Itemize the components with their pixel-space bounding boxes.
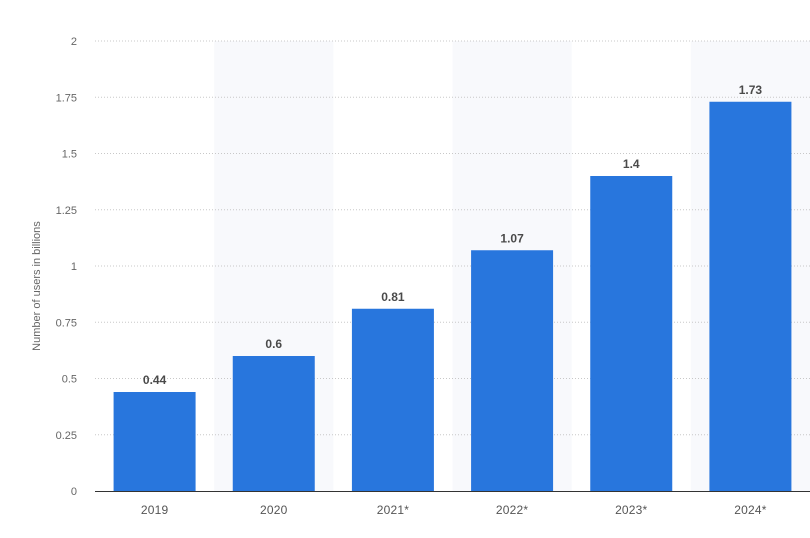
data-label: 1.07 bbox=[500, 231, 524, 245]
y-tick-label: 0.5 bbox=[62, 374, 77, 386]
data-label: 1.4 bbox=[623, 157, 640, 171]
bar bbox=[232, 356, 315, 491]
data-label: 0.81 bbox=[381, 290, 405, 304]
x-tick-label: 2019 bbox=[141, 503, 169, 517]
y-tick-label: 1.75 bbox=[56, 92, 77, 104]
y-tick-label: 0.25 bbox=[56, 430, 77, 442]
y-axis-ticks: 0 0.25 0.5 0.75 1 1.25 1.5 1.75 2 bbox=[56, 36, 77, 498]
y-tick-label: 2 bbox=[71, 36, 77, 48]
y-tick-label: 1 bbox=[71, 261, 77, 273]
bar bbox=[590, 176, 673, 491]
y-axis-title: Number of users in billions bbox=[31, 221, 43, 351]
y-tick-label: 0 bbox=[71, 486, 77, 498]
data-labels: 0.44 0.6 0.81 1.07 1.4 1.73 bbox=[143, 83, 763, 387]
bar bbox=[113, 392, 196, 491]
x-tick-label: 2024* bbox=[734, 503, 766, 517]
data-label: 0.44 bbox=[143, 373, 167, 387]
y-tick-label: 1.25 bbox=[56, 205, 77, 217]
bar bbox=[709, 101, 792, 491]
x-axis-ticks: 2019 2020 2021* 2022* 2023* 2024* bbox=[141, 503, 767, 517]
gridlines bbox=[95, 40, 810, 436]
bar bbox=[471, 250, 554, 491]
data-label: 0.6 bbox=[265, 337, 282, 351]
y-tick-label: 0.75 bbox=[56, 317, 77, 329]
x-tick-label: 2020 bbox=[260, 503, 288, 517]
x-tick-label: 2022* bbox=[496, 503, 528, 517]
x-tick-label: 2023* bbox=[615, 503, 647, 517]
bar bbox=[351, 308, 434, 491]
x-tick-label: 2021* bbox=[377, 503, 409, 517]
y-tick-label: 1.5 bbox=[62, 149, 77, 161]
bars bbox=[113, 101, 792, 491]
data-label: 1.73 bbox=[739, 83, 763, 97]
